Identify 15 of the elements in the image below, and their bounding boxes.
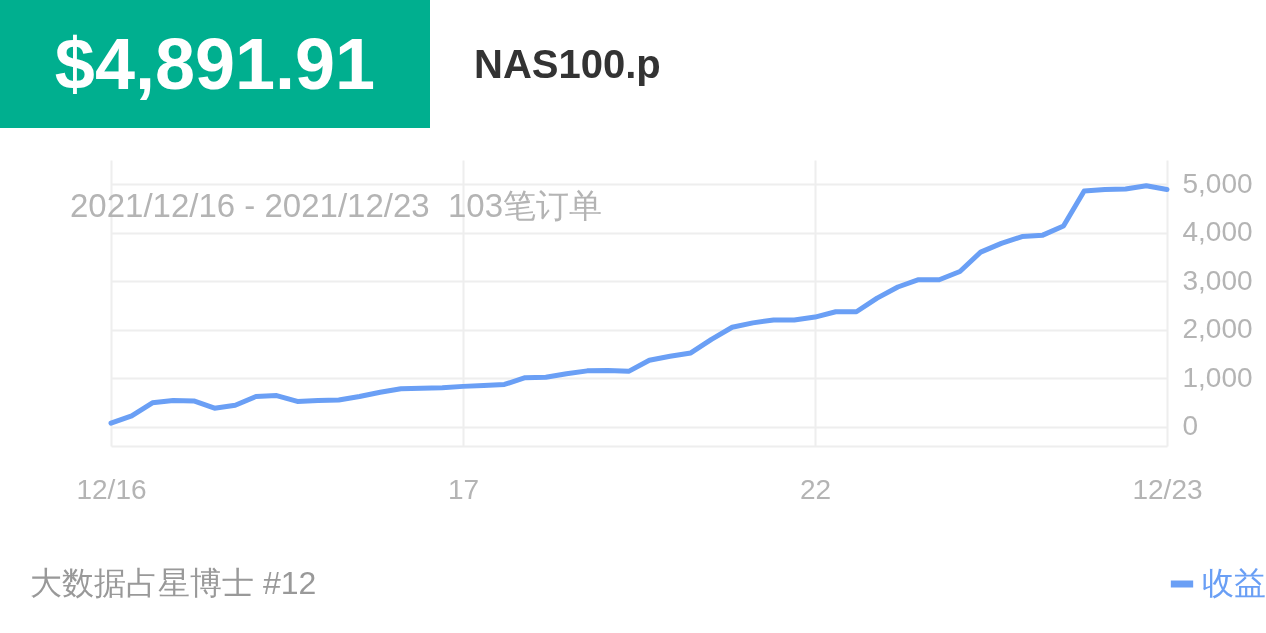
y-tick-label: 4,000 [1182,216,1253,248]
y-tick-label: 1,000 [1182,361,1253,393]
y-tick-label: 2,000 [1182,313,1253,345]
x-tick-label: 12/16 [76,473,147,505]
y-tick-label: 5,000 [1182,167,1253,199]
text: 2021/12/16 - 2021/12/23 103笔订单 [70,186,603,226]
x-tick-label: 17 [447,473,480,505]
x-tick-label: 12/23 [1132,473,1203,505]
x-tick-label: 22 [799,473,832,505]
y-tick-label: 3,000 [1182,264,1253,296]
text: $4,891.91 [0,0,430,128]
legend-label: 收益 [1202,565,1266,601]
y-tick-label: 0 [1182,410,1199,442]
chart-title: NAS100.p [474,42,661,87]
text: 大数据占星博士 #12 [30,564,317,603]
